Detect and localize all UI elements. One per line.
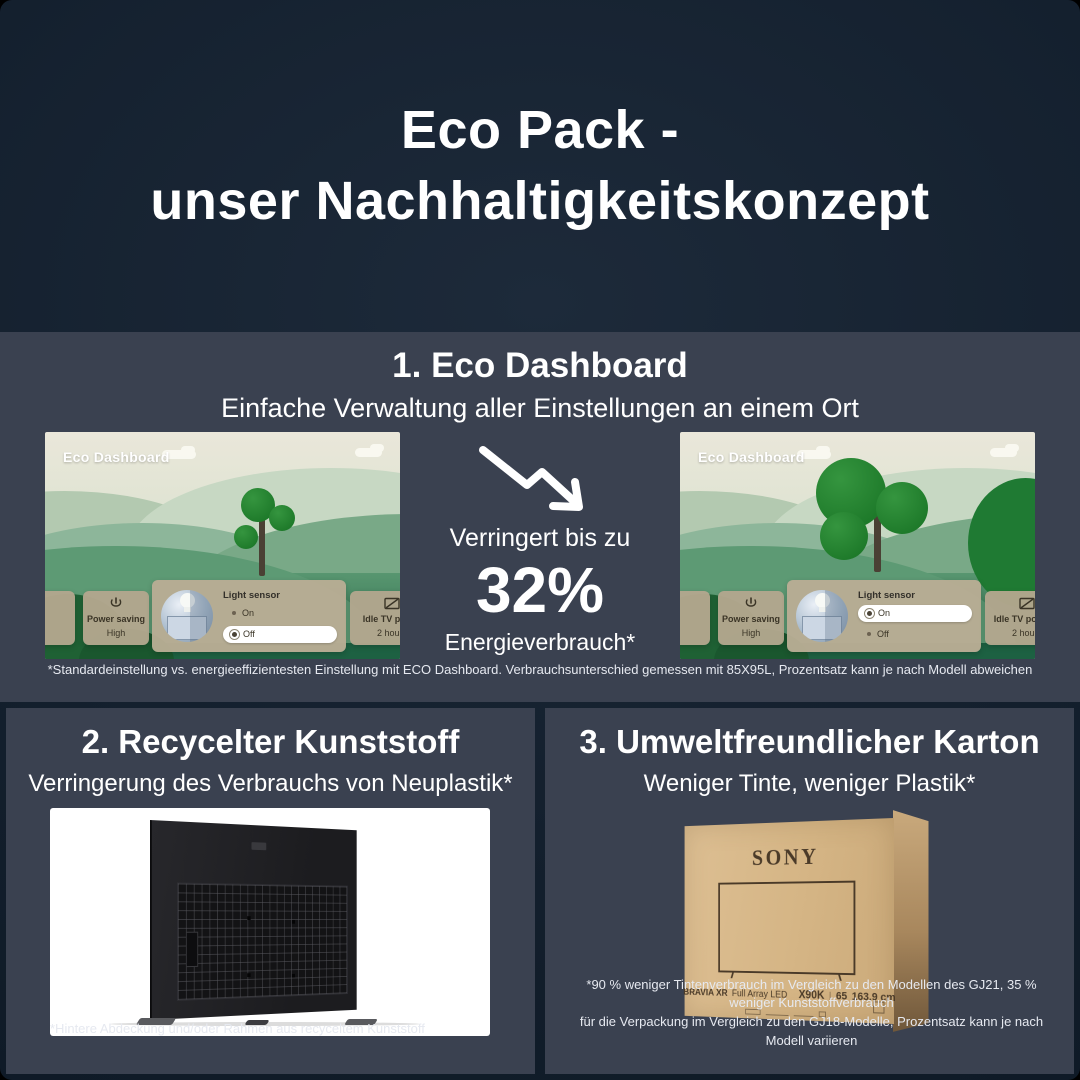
section-eco-dashboard: 1. Eco Dashboard Einfache Verwaltung all… — [0, 332, 1080, 702]
section3-subtitle: Weniger Tinte, weniger Plastik* — [643, 770, 976, 797]
tree-leaf — [876, 482, 928, 534]
settings-cards-row: Power saving High Light sensor On — [680, 580, 1035, 659]
tree-leaf — [820, 512, 868, 560]
idle-tv-power-card: Idle TV power 2 hours — [350, 591, 400, 645]
light-bulb-icon — [161, 590, 213, 642]
tree-trunk — [874, 476, 881, 572]
tv-back-panel — [150, 820, 357, 1020]
power-saving-icon — [110, 597, 122, 607]
bottom-panels: 2. Recycelter Kunststoff Verringerung de… — [6, 708, 1074, 1074]
dashboard-title: Eco Dashboard — [63, 449, 170, 465]
section-recycled-plastic: 2. Recycelter Kunststoff Verringerung de… — [6, 708, 535, 1074]
light-sensor-option-on-selected: On — [858, 604, 972, 622]
eco-dashboard-screen-before: Eco Dashboard Power saving High — [45, 432, 400, 659]
tree-full-illustration — [810, 458, 936, 572]
tree-sparse-illustration — [231, 488, 297, 576]
light-sensor-option-off-selected: Off — [223, 625, 337, 643]
decline-arrow-icon — [479, 446, 583, 511]
light-sensor-card: Light sensor On Off — [787, 580, 981, 652]
radio-selected-icon — [232, 631, 237, 637]
tv-back-image — [50, 808, 490, 1036]
tv-grid-cover — [176, 882, 348, 1001]
section2-footnote: *Hintere Abdeckung und/oder Rahmen aus r… — [50, 1021, 425, 1037]
section2-heading: 2. Recycelter Kunststoff — [81, 723, 460, 760]
power-saving-icon — [745, 597, 757, 607]
page-title: Eco Pack - unser Nachhaltigkeitskonzept — [150, 95, 929, 238]
stat-value: 32% — [475, 554, 605, 626]
dashboard-comparison-row: Eco Dashboard Power saving High — [0, 432, 1080, 659]
light-sensor-option-off: Off — [858, 626, 972, 643]
cloud-shape — [355, 443, 385, 457]
tree-trunk — [259, 494, 265, 576]
section3-footnote: *90 % weniger Tintenverbrauch im Verglei… — [579, 976, 1044, 1049]
section3-heading: 3. Umweltfreundlicher Karton — [579, 723, 1040, 760]
settings-cards-row: Power saving High Light sensor On — [45, 580, 400, 659]
tv-panel-icon — [802, 616, 842, 640]
cloud-shape — [990, 443, 1020, 457]
power-saving-card: Power saving High — [83, 591, 149, 645]
tree-leaf — [269, 505, 295, 531]
idle-tv-icon — [384, 597, 400, 610]
idle-tv-power-card: Idle TV power o 2 hours — [985, 591, 1035, 645]
idle-tv-icon — [1019, 597, 1035, 610]
section1-subtitle: Einfache Verwaltung aller Einstellungen … — [221, 393, 859, 423]
settings-card-partial — [680, 591, 710, 645]
light-bulb-icon — [796, 590, 848, 642]
settings-card-partial — [45, 591, 75, 645]
tree-leaf — [234, 525, 258, 549]
radio-selected-icon — [867, 610, 872, 616]
page-title-line1: Eco Pack - — [400, 99, 680, 160]
tv-logo-plate — [251, 842, 267, 851]
tv-port-panel — [185, 931, 198, 968]
section1-footnote: *Standardeinstellung vs. energieeffizien… — [47, 662, 1033, 678]
cloud-shape — [162, 446, 197, 460]
page-title-line2: unser Nachhaltigkeitskonzept — [150, 171, 930, 231]
tv-outline-drawing — [717, 880, 855, 976]
carton-side-face — [892, 810, 929, 1032]
cloud-shape — [797, 446, 832, 460]
hero-section: Eco Pack - unser Nachhaltigkeitskonzept — [0, 0, 1080, 332]
carton-box-image: SONY BRAVIA XR Full Array LED X90K | 65 … — [630, 810, 990, 1036]
stat-lead-text: Verringert bis zu — [449, 524, 631, 552]
section-eco-carton: 3. Umweltfreundlicher Karton Weniger Tin… — [545, 708, 1074, 1074]
stat-unit-text: Energieverbrauch* — [444, 629, 636, 656]
radio-icon — [867, 632, 871, 636]
tv-panel-icon — [167, 616, 207, 640]
section1-heading: 1. Eco Dashboard — [392, 346, 688, 385]
dashboard-title: Eco Dashboard — [698, 449, 805, 465]
light-sensor-option-on: On — [223, 605, 337, 622]
light-sensor-card: Light sensor On Off — [152, 580, 346, 652]
energy-reduction-stat: Verringert bis zu 32% Energieverbrauch* — [400, 432, 680, 656]
sony-logo: SONY — [751, 844, 819, 870]
radio-icon — [232, 611, 236, 615]
power-saving-card: Power saving High — [718, 591, 784, 645]
eco-dashboard-screen-after: Eco Dashboard Power saving High — [680, 432, 1035, 659]
section2-subtitle: Verringerung des Verbrauchs von Neuplast… — [28, 770, 513, 797]
